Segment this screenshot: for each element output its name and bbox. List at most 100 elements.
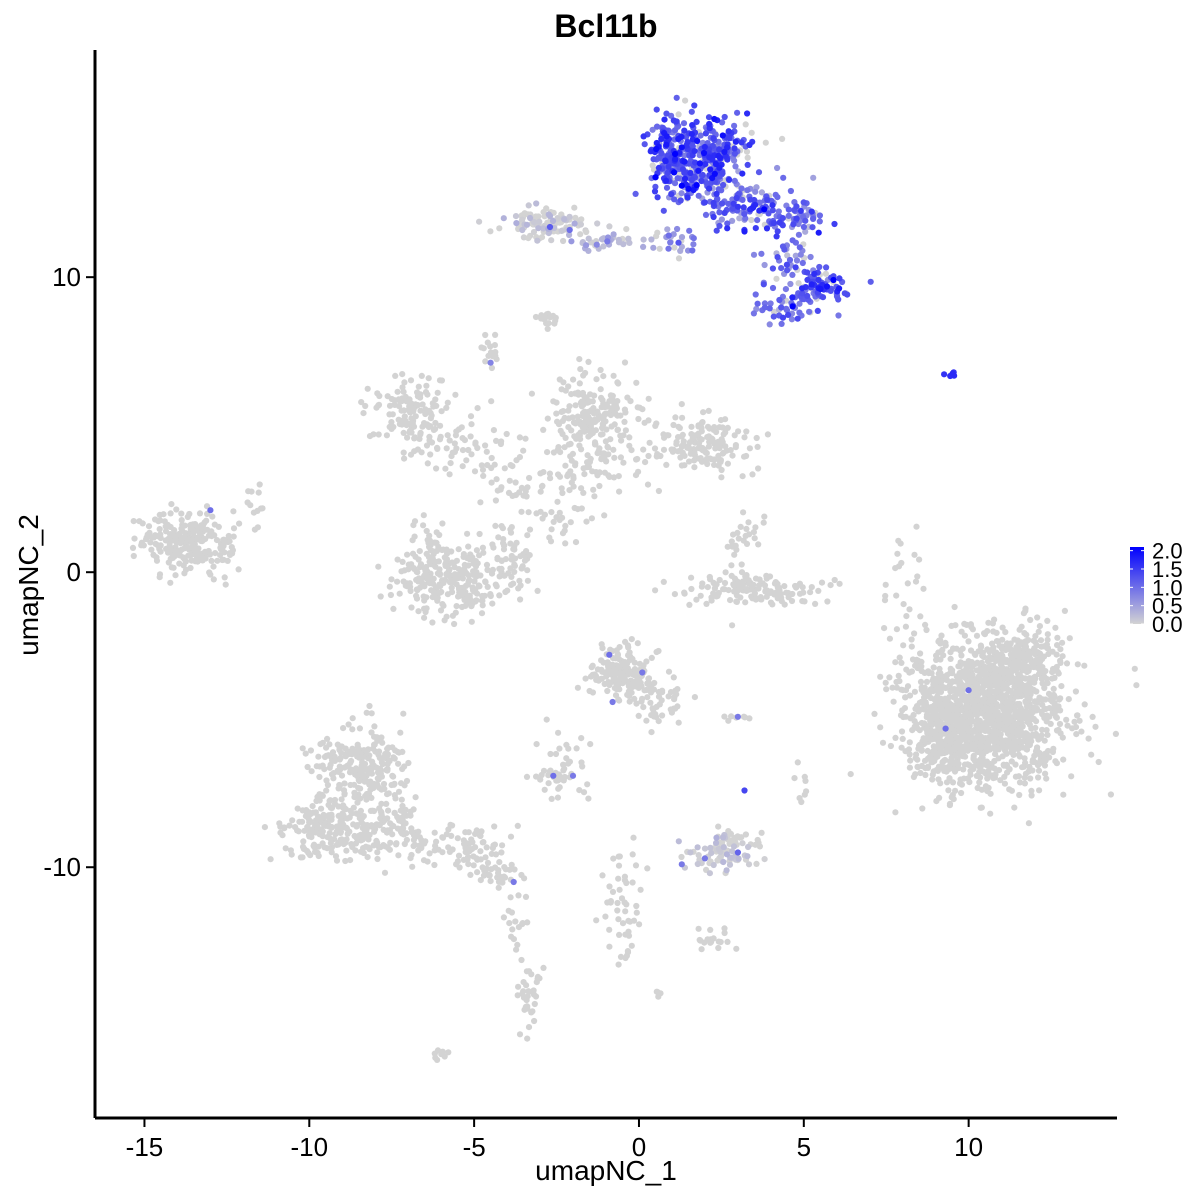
cell-point [341,780,348,787]
cell-point [547,750,554,758]
cell-point [530,228,538,236]
cell-point [395,814,402,822]
cell-point [1012,761,1019,768]
cell-point [928,720,935,727]
cell-point [601,680,608,688]
cell-point [374,390,381,397]
cell-point [460,570,467,577]
cell-point [1112,730,1119,738]
cell-point [937,731,944,739]
cell-point [606,926,613,933]
cell-point [176,560,183,567]
cell-point [514,992,521,999]
cell-point [761,261,768,269]
cell-point [774,584,781,591]
cell-point [385,807,392,814]
cell-point [962,673,969,680]
cell-point [700,409,707,416]
cell-point [501,465,508,472]
cell-point [581,471,588,478]
cell-point [604,687,611,695]
cell-point [629,851,636,858]
cell-point [550,772,557,779]
cell-point [630,917,638,924]
cell-point [492,851,500,858]
cell-point [635,468,642,475]
cell-point [997,655,1004,662]
cell-point [364,768,371,775]
cell-point [992,771,999,778]
cell-point [899,735,906,743]
cell-point [911,551,918,558]
cell-point [600,400,607,407]
cell-point [453,445,460,452]
cell-point [796,590,804,597]
cell-point [406,580,413,587]
cell-point [172,572,179,579]
cell-point [739,840,746,847]
cell-point [554,498,561,505]
cell-point [715,938,722,945]
cell-point [978,659,985,666]
cell-point [608,423,615,430]
cell-point [1025,820,1032,827]
cell-point [414,569,421,576]
cell-point [489,541,496,548]
cell-point [517,596,524,603]
cell-point [742,121,749,128]
cell-point [697,592,704,599]
cell-point [590,410,598,417]
cell-point [294,805,301,812]
cell-point [525,1024,533,1031]
cell-point [351,789,358,796]
cell-point [422,406,429,413]
cell-point [470,862,477,869]
cell-point [360,849,367,857]
cell-point [451,620,458,628]
cell-point [194,556,201,563]
cell-point [977,804,984,811]
cell-point [950,796,957,803]
cell-point [988,656,995,663]
cell-point [735,855,742,862]
cell-point [467,871,474,879]
cell-point [1018,623,1025,630]
cell-point [990,648,998,655]
cell-point [1016,700,1023,708]
cell-point [680,120,688,127]
cell-point [534,973,542,981]
cell-point [502,866,509,873]
cell-point [678,190,685,197]
cell-point [311,841,318,848]
cell-point [236,520,243,527]
cell-point [561,765,568,772]
cell-point [534,587,541,595]
cell-point [368,710,375,717]
cell-point [523,773,531,781]
cell-point [617,432,624,439]
cell-point [207,507,214,514]
cell-point [616,488,623,495]
cell-point [472,830,479,838]
cell-point [553,410,560,417]
cell-point [974,784,981,792]
cell-point [621,677,628,685]
cell-point [533,200,540,207]
cell-point [900,601,907,608]
cell-point [614,907,621,914]
cell-point [482,579,489,586]
cell-point [1015,773,1023,780]
cell-point [430,580,437,587]
cell-point [665,668,673,675]
cell-point [681,589,688,596]
cell-point [593,917,600,924]
cell-point [610,855,617,862]
cell-point [724,424,731,431]
cell-point [644,481,652,488]
cell-point [427,415,434,422]
cell-point [953,711,961,718]
cell-point [703,455,711,462]
cell-point [971,757,978,764]
cell-point [486,871,493,878]
cell-point [487,228,494,235]
